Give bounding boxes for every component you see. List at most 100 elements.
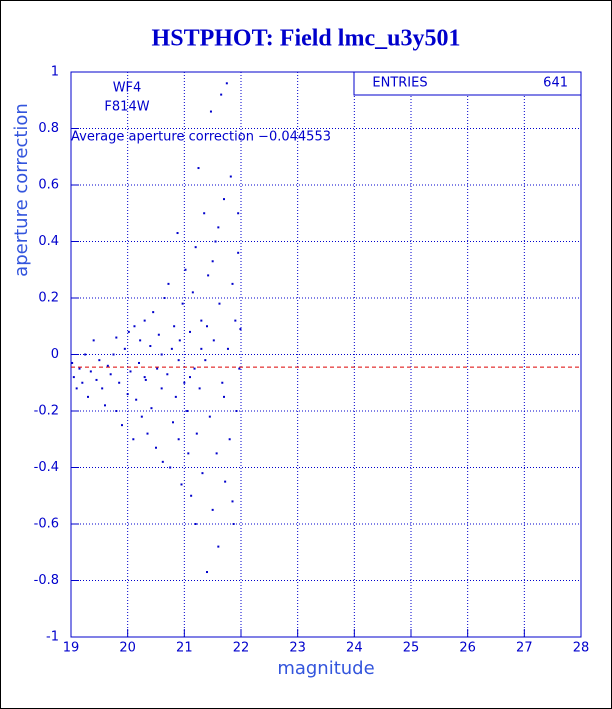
point [177, 438, 180, 441]
point [101, 387, 104, 390]
point [170, 347, 173, 350]
point [150, 407, 153, 410]
point [163, 297, 166, 299]
y-tick-label: -0.6 [34, 517, 59, 532]
x-tick-label: 23 [289, 641, 306, 656]
y-tick-label: 0.2 [38, 291, 59, 306]
point [223, 198, 225, 201]
point [167, 282, 170, 285]
point [138, 361, 140, 364]
point [191, 291, 194, 294]
point [183, 381, 186, 384]
point [133, 325, 136, 328]
point [239, 328, 242, 331]
point [75, 387, 78, 390]
point [152, 311, 155, 314]
point [109, 373, 112, 376]
point [115, 336, 118, 339]
x-tick-label: 26 [459, 641, 476, 656]
point [237, 251, 240, 254]
point [200, 347, 203, 350]
y-tick-label: 0.6 [38, 178, 59, 193]
y-tick-label: -0.4 [34, 460, 59, 475]
average-label: Average aperture correction −0.044553 [71, 130, 331, 145]
point [189, 330, 191, 333]
y-tick-label: 1 [51, 65, 59, 80]
y-tick-label: -0.8 [34, 573, 59, 588]
point [123, 347, 126, 350]
annotation: F814W [104, 100, 149, 115]
point [184, 268, 187, 271]
y-tick-label: 0 [51, 347, 59, 362]
point [155, 446, 157, 449]
point [106, 364, 109, 367]
point [176, 232, 179, 235]
point [78, 367, 81, 370]
point [198, 387, 201, 390]
point [225, 82, 228, 85]
point [173, 325, 176, 328]
point [135, 398, 138, 401]
point [115, 410, 118, 412]
point [161, 460, 164, 463]
point [178, 339, 181, 342]
point [211, 260, 214, 263]
y-tick-label: 0.8 [38, 121, 59, 136]
point [235, 410, 238, 412]
point [156, 367, 159, 370]
point [87, 395, 89, 398]
stats-value: 641 [543, 76, 568, 91]
x-tick-label: 28 [573, 641, 590, 656]
y-axis-label: aperture correction [11, 103, 32, 277]
point [177, 359, 180, 362]
point [208, 415, 211, 418]
point [189, 376, 191, 379]
point [194, 523, 197, 525]
stats-box [353, 71, 582, 96]
x-tick-label: 21 [176, 641, 193, 656]
point [214, 240, 217, 243]
point [95, 378, 98, 381]
point [144, 378, 147, 381]
point [84, 353, 87, 356]
point [126, 393, 129, 396]
point [215, 452, 218, 455]
y-tick-label: 0.4 [38, 234, 59, 249]
point [218, 302, 221, 305]
point [228, 438, 231, 441]
point [129, 370, 132, 373]
x-tick-label: 25 [403, 641, 420, 656]
point [149, 345, 152, 348]
point [209, 110, 212, 113]
point [160, 353, 163, 356]
point [174, 395, 177, 398]
point [180, 483, 183, 486]
point [92, 339, 95, 342]
stats-label: ENTRIES [372, 76, 427, 91]
point [140, 415, 143, 418]
point [224, 480, 227, 483]
point [232, 523, 235, 525]
point [204, 359, 207, 362]
point [160, 387, 163, 390]
point [193, 367, 196, 370]
annotation: WF4 [113, 81, 142, 96]
point [238, 367, 241, 370]
point [121, 424, 123, 427]
point [194, 246, 197, 249]
point [231, 500, 234, 503]
point [98, 359, 101, 362]
point [118, 381, 121, 384]
y-tick-label: -0.2 [34, 404, 59, 419]
point [190, 494, 193, 497]
x-axis-label: magnitude [277, 658, 374, 679]
point [221, 381, 224, 384]
x-tick-label: 20 [119, 641, 136, 656]
point [217, 545, 220, 548]
point [226, 347, 229, 350]
point [166, 373, 169, 376]
point [81, 381, 84, 384]
point [169, 466, 172, 469]
